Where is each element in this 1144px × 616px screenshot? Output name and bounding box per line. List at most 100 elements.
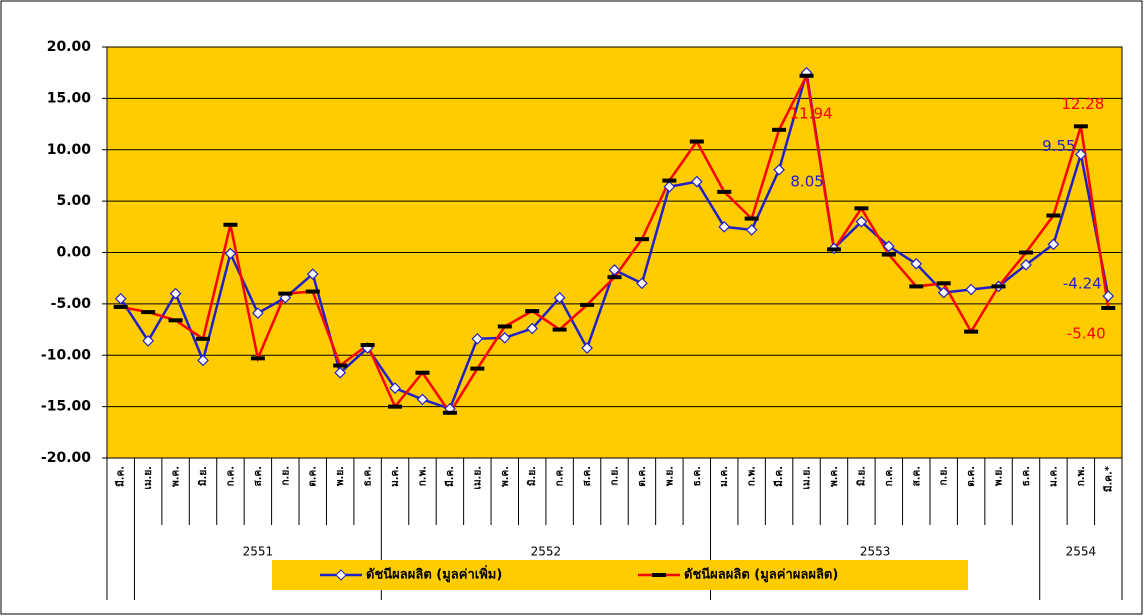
x-tick-label: ส.ค. <box>911 466 922 486</box>
y-tick-label: -5.00 <box>51 296 92 312</box>
x-tick-label: ก.พ. <box>747 466 758 486</box>
point-marker <box>471 332 484 345</box>
x-tick-label: พ.ย. <box>664 466 675 486</box>
point-marker <box>854 206 869 211</box>
legend-label: ดัชนีผลผลิต (มูลค่าผลผลิต) <box>684 567 838 583</box>
point-marker <box>197 354 209 367</box>
y-tick-label: 15.00 <box>47 90 92 106</box>
year-label: 2552 <box>531 545 562 559</box>
point-marker <box>388 404 403 409</box>
x-tick-label: ก.ค. <box>225 466 236 486</box>
point-marker <box>882 240 895 253</box>
point-marker <box>278 291 293 296</box>
point-marker <box>773 163 785 176</box>
x-tick-label: พ.ย. <box>335 466 346 486</box>
point-marker <box>334 366 347 379</box>
point-marker <box>389 382 401 394</box>
data-label: 9.55 <box>1042 137 1075 155</box>
point-marker <box>745 224 758 236</box>
point-marker <box>717 189 732 194</box>
point-marker <box>799 73 814 78</box>
point-marker <box>936 281 951 286</box>
point-marker <box>964 329 979 334</box>
x-tick-label: มิ.ย. <box>855 466 867 486</box>
point-marker <box>826 247 841 252</box>
y-tick-label: 10.00 <box>47 142 92 158</box>
x-tick-label: ม.ค. <box>390 466 401 487</box>
x-tick-label: มี.ค. <box>773 466 785 487</box>
x-tick-label: ก.ย. <box>280 466 291 486</box>
year-label: 2551 <box>243 545 274 559</box>
point-marker <box>223 222 238 227</box>
x-tick-label: ก.ย. <box>610 466 621 486</box>
point-marker <box>1018 250 1033 255</box>
point-marker <box>525 309 540 314</box>
point-marker <box>1047 238 1060 251</box>
point-marker <box>909 284 924 289</box>
point-marker <box>937 286 950 299</box>
point-marker <box>498 331 511 344</box>
x-tick-label: ธ.ค. <box>1021 466 1032 486</box>
x-tick-label: ต.ค. <box>637 466 648 487</box>
point-marker <box>581 342 593 354</box>
point-marker <box>305 289 320 294</box>
x-tick-label: ต.ค. <box>966 466 977 487</box>
data-label: 8.05 <box>790 172 823 190</box>
point-marker <box>415 370 430 375</box>
point-marker <box>608 264 621 276</box>
x-tick-label: พ.ค. <box>171 466 182 487</box>
y-tick-label: 5.00 <box>56 193 91 209</box>
x-tick-label: เม.ย. <box>802 466 813 489</box>
x-tick-label: ก.ค. <box>555 466 566 486</box>
x-tick-label: ส.ค. <box>582 466 593 486</box>
y-tick-label: 20.00 <box>47 39 92 55</box>
data-label: 12.28 <box>1061 95 1104 113</box>
point-marker <box>662 178 677 183</box>
year-label: 2553 <box>860 545 891 559</box>
point-marker <box>1046 213 1061 218</box>
x-tick-label: มิ.ย. <box>526 466 538 486</box>
data-label: -5.40 <box>1067 324 1106 342</box>
x-tick-label: ส.ค. <box>253 466 264 486</box>
x-tick-label: พ.ย. <box>994 466 1005 486</box>
x-tick-label: พ.ค. <box>500 466 511 487</box>
point-marker <box>580 302 595 307</box>
point-marker <box>1101 305 1116 310</box>
point-marker <box>250 356 265 361</box>
point-marker <box>663 180 676 193</box>
point-marker <box>636 277 648 290</box>
x-tick-label: มี.ค.* <box>1102 465 1114 492</box>
point-marker <box>252 307 264 319</box>
x-tick-label: มี.ค. <box>115 466 127 487</box>
x-tick-label: ก.พ. <box>417 466 428 486</box>
point-marker <box>1020 258 1032 271</box>
point-marker <box>113 304 128 309</box>
point-marker <box>470 366 485 371</box>
x-tick-label: มี.ค. <box>444 466 456 487</box>
point-marker <box>991 284 1006 289</box>
point-marker <box>114 292 127 305</box>
point-marker <box>634 237 649 242</box>
x-tick-label: ต.ค. <box>308 466 319 487</box>
point-marker <box>607 275 622 280</box>
point-marker <box>552 327 567 332</box>
y-tick-label: -20.00 <box>41 450 91 466</box>
x-tick-label: ธ.ค. <box>692 466 703 486</box>
point-marker <box>360 342 375 347</box>
y-tick-label: 0.00 <box>56 245 91 261</box>
point-marker <box>718 220 731 233</box>
x-tick-label: มิ.ย. <box>197 466 209 486</box>
legend-marker <box>652 573 666 577</box>
point-marker <box>965 283 977 296</box>
point-marker <box>1102 290 1115 302</box>
x-tick-label: เม.ย. <box>143 466 154 489</box>
legend-label: ดัชนีผลผลิต (มูลค่าเพิ่ม) <box>366 565 502 583</box>
x-tick-label: ม.ค. <box>719 466 730 487</box>
x-tick-label: เม.ย. <box>472 466 483 489</box>
x-tick-label: พ.ค. <box>829 466 840 487</box>
x-tick-label: ก.ย. <box>939 466 950 486</box>
x-tick-label: ก.พ. <box>1076 466 1087 486</box>
point-marker <box>196 336 211 341</box>
year-label: 2554 <box>1066 545 1097 559</box>
